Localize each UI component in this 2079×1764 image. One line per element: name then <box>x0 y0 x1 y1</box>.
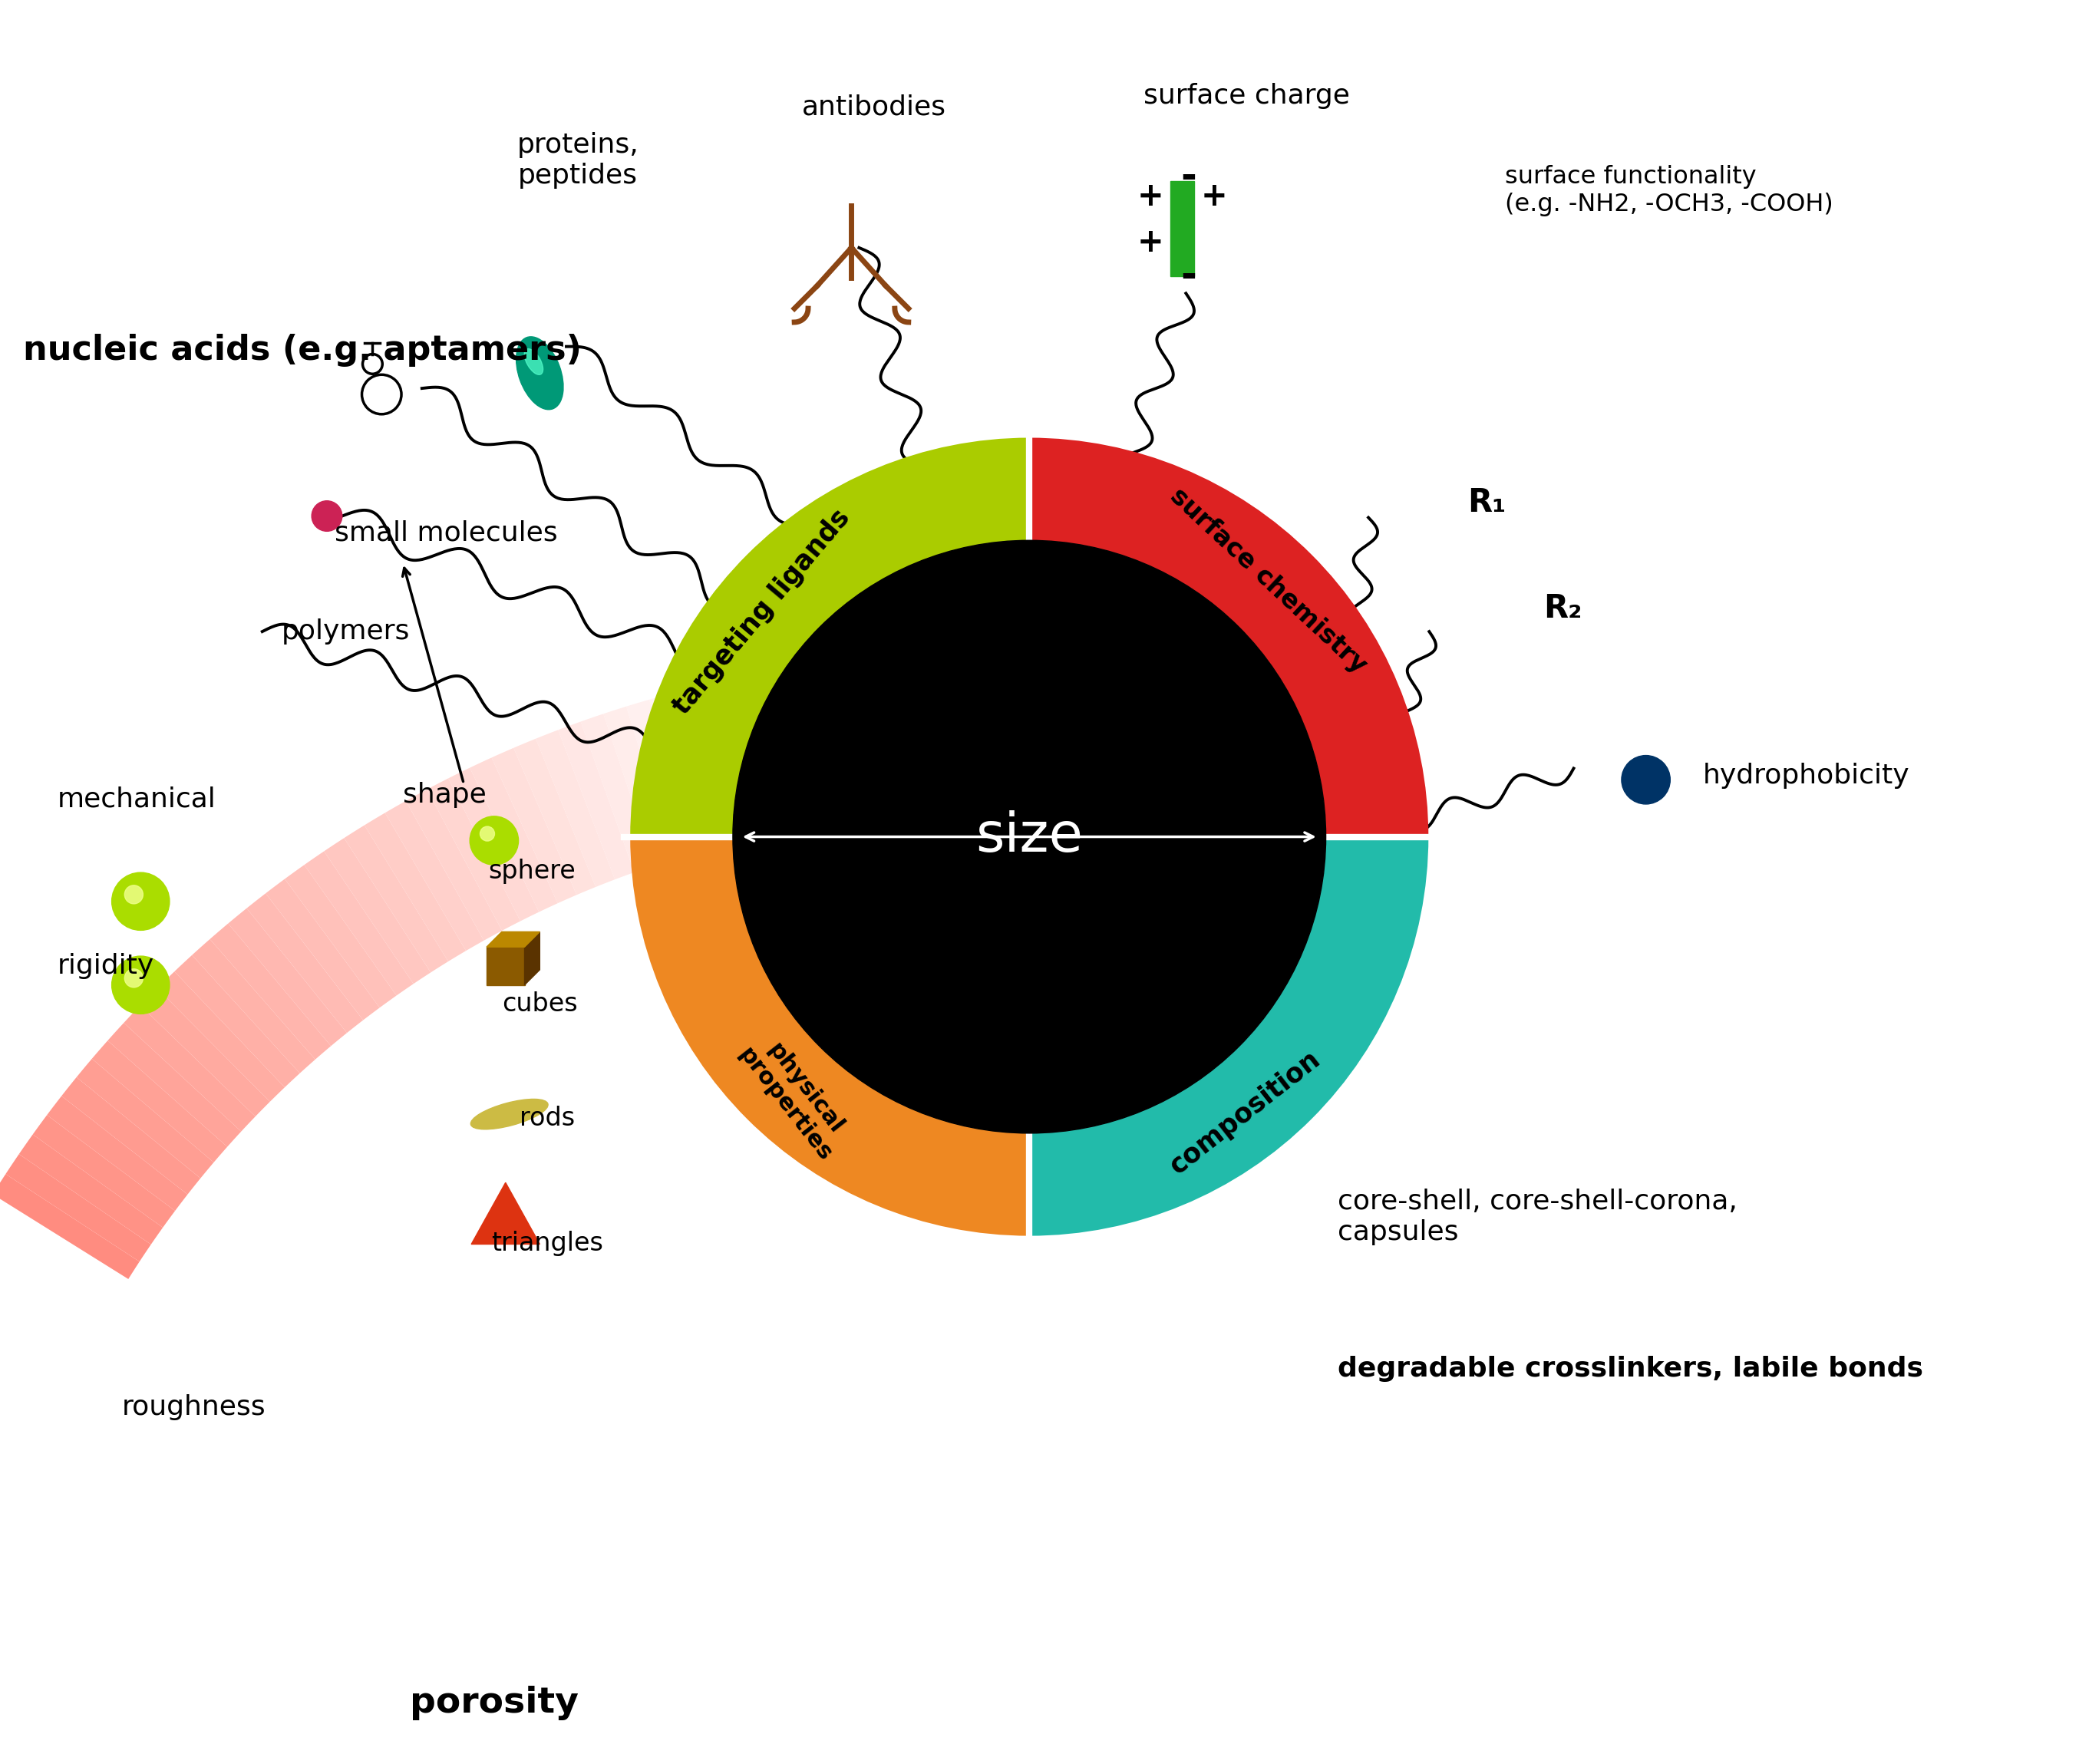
Text: core-shell, core-shell-corona,
capsules: core-shell, core-shell-corona, capsules <box>1339 1189 1738 1245</box>
Ellipse shape <box>470 1099 549 1129</box>
Text: polymers: polymers <box>281 619 410 644</box>
Polygon shape <box>304 850 416 998</box>
Text: size: size <box>975 810 1083 863</box>
Circle shape <box>551 1632 582 1662</box>
Polygon shape <box>447 767 541 924</box>
Text: mechanical: mechanical <box>56 785 216 811</box>
Polygon shape <box>626 699 694 863</box>
Polygon shape <box>405 789 503 942</box>
Circle shape <box>470 817 518 864</box>
Polygon shape <box>486 947 524 984</box>
Text: -: - <box>1181 159 1195 196</box>
Polygon shape <box>491 748 578 905</box>
Polygon shape <box>46 1095 189 1212</box>
FancyBboxPatch shape <box>1170 182 1193 275</box>
Text: surface chemistry: surface chemistry <box>1164 483 1372 679</box>
Polygon shape <box>227 908 349 1048</box>
Polygon shape <box>364 811 468 963</box>
Polygon shape <box>123 1005 258 1132</box>
Polygon shape <box>19 1134 164 1245</box>
Text: degradable crosslinkers, labile bonds: degradable crosslinkers, labile bonds <box>1339 1357 1923 1381</box>
Text: triangles: triangles <box>491 1231 603 1256</box>
Text: R₁: R₁ <box>1468 487 1505 519</box>
Text: composition: composition <box>1164 1046 1324 1178</box>
Polygon shape <box>719 676 773 841</box>
Polygon shape <box>580 713 655 875</box>
Polygon shape <box>649 693 713 856</box>
Polygon shape <box>106 1023 243 1148</box>
Circle shape <box>112 873 170 930</box>
Text: nucleic acids (e.g. aptamers): nucleic acids (e.g. aptamers) <box>23 333 582 367</box>
Polygon shape <box>672 686 734 850</box>
Circle shape <box>125 968 143 988</box>
Text: roughness: roughness <box>123 1394 266 1420</box>
Text: cubes: cubes <box>501 991 578 1016</box>
Circle shape <box>557 1556 576 1577</box>
Circle shape <box>112 956 170 1014</box>
Polygon shape <box>210 923 333 1062</box>
Circle shape <box>432 1603 480 1651</box>
Wedge shape <box>1029 836 1428 1237</box>
Text: small molecules: small molecules <box>335 520 557 545</box>
Polygon shape <box>156 970 287 1104</box>
Circle shape <box>603 1547 628 1572</box>
Polygon shape <box>472 1182 541 1244</box>
Text: +: + <box>1137 180 1164 213</box>
Polygon shape <box>60 1076 202 1196</box>
Polygon shape <box>385 801 484 953</box>
Text: R₂: R₂ <box>1543 593 1582 624</box>
Polygon shape <box>603 706 674 868</box>
Circle shape <box>1622 755 1669 804</box>
Polygon shape <box>0 1173 141 1281</box>
Circle shape <box>476 1515 503 1542</box>
Polygon shape <box>426 778 522 933</box>
Text: sphere: sphere <box>489 859 576 884</box>
Text: -: - <box>1181 258 1195 295</box>
Polygon shape <box>175 954 301 1088</box>
Polygon shape <box>91 1041 229 1164</box>
Polygon shape <box>486 931 541 947</box>
Polygon shape <box>77 1058 216 1180</box>
Text: surface functionality
(e.g. -NH2, -OCH3, -COOH): surface functionality (e.g. -NH2, -OCH3,… <box>1505 166 1834 217</box>
Text: porosity: porosity <box>410 1686 578 1720</box>
Polygon shape <box>524 931 541 984</box>
Polygon shape <box>536 729 615 889</box>
Wedge shape <box>630 437 1029 836</box>
Polygon shape <box>266 878 380 1021</box>
Polygon shape <box>139 988 272 1118</box>
Text: targeting ligands: targeting ligands <box>667 505 854 720</box>
Text: rigidity: rigidity <box>56 953 154 979</box>
Text: physical
properties: physical properties <box>734 1028 857 1166</box>
Circle shape <box>507 1572 543 1607</box>
Polygon shape <box>696 681 755 845</box>
Polygon shape <box>470 757 559 914</box>
Wedge shape <box>630 836 1029 1237</box>
Polygon shape <box>557 721 636 882</box>
Circle shape <box>734 540 1326 1132</box>
Text: proteins,
peptides: proteins, peptides <box>518 132 638 189</box>
Ellipse shape <box>516 337 563 409</box>
Polygon shape <box>324 838 432 986</box>
Wedge shape <box>1029 437 1428 836</box>
Polygon shape <box>514 737 597 898</box>
Polygon shape <box>191 938 316 1076</box>
Polygon shape <box>742 672 794 836</box>
Text: +: + <box>1202 180 1227 213</box>
Text: antibodies: antibodies <box>802 93 946 120</box>
Polygon shape <box>285 864 397 1009</box>
Polygon shape <box>343 824 449 975</box>
Text: surface charge: surface charge <box>1143 83 1349 109</box>
Circle shape <box>125 886 143 903</box>
Circle shape <box>312 501 343 531</box>
Polygon shape <box>31 1115 177 1230</box>
Text: hydrophobicity: hydrophobicity <box>1703 762 1911 789</box>
Text: +: + <box>1137 226 1164 259</box>
Text: rods: rods <box>520 1106 576 1131</box>
Polygon shape <box>4 1154 154 1263</box>
Polygon shape <box>245 893 364 1035</box>
Circle shape <box>349 1506 426 1582</box>
Circle shape <box>480 827 495 841</box>
Text: shape: shape <box>403 781 486 808</box>
Ellipse shape <box>524 349 543 374</box>
